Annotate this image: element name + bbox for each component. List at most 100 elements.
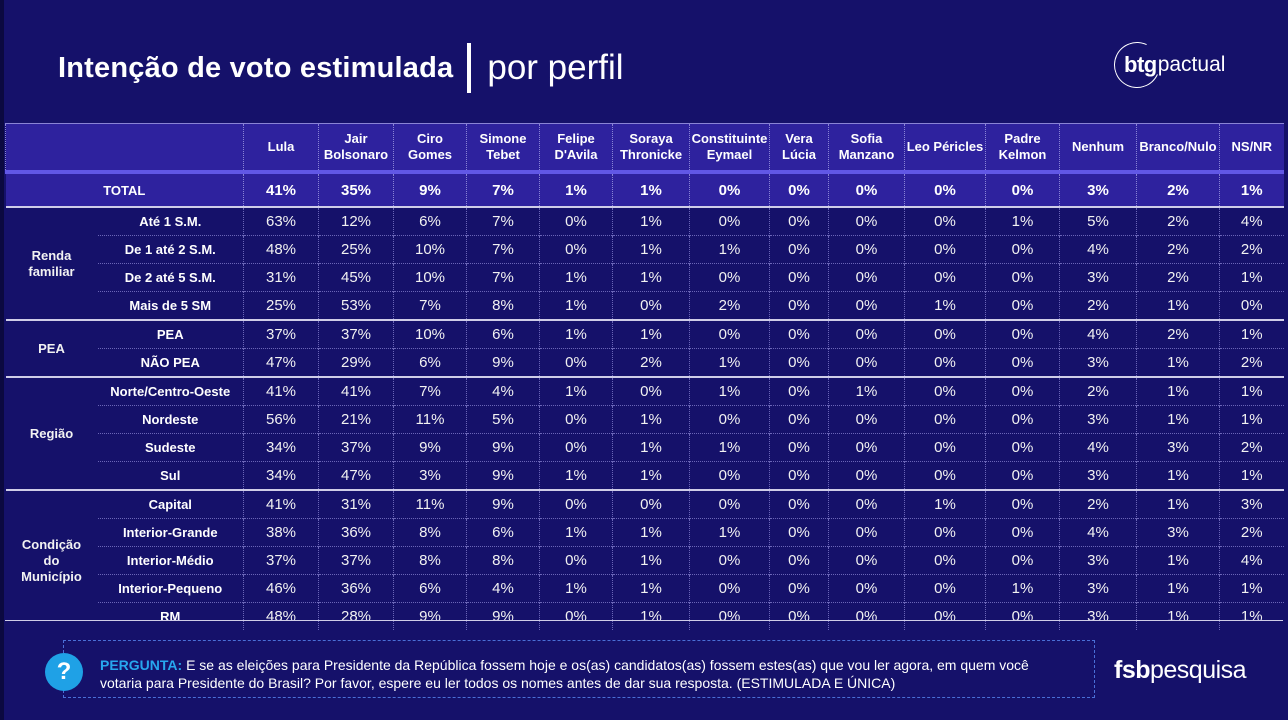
group-label: Região [5,376,98,490]
value-cell: 53% [318,291,394,320]
question-text: PERGUNTA: E se as eleições para Presiden… [100,656,1060,692]
btg-pactual-logo: btg pactual [1107,35,1225,95]
value-cell: 1% [1136,291,1220,320]
value-cell: 0% [539,546,613,575]
value-cell: 0% [985,235,1060,264]
value-cell: 2% [1059,489,1137,519]
total-value-cell: 0% [985,170,1060,207]
value-cell: 36% [318,518,394,547]
value-cell: 4% [1059,235,1137,264]
value-cell: 1% [1136,489,1220,519]
value-cell: 0% [828,574,905,603]
value-cell: 2% [1136,263,1220,292]
candidate-header: Padre Kelmon [985,123,1060,172]
group-label: Condição do Município [5,489,98,630]
candidate-header: Soraya Thronicke [612,123,690,172]
value-cell: 4% [466,376,540,406]
value-cell: 10% [393,235,467,264]
value-cell: 2% [1219,235,1284,264]
candidate-header: NS/NR [1219,123,1284,172]
table-row: Região Norte/Centro-Oeste 41% 41% 7% 4% 1% 0% 1%… [5,376,1284,490]
value-cell: 25% [318,235,394,264]
fsb-logo-light: pesquisa [1150,656,1247,684]
value-cell: 1% [612,206,690,236]
total-value-cell: 0% [689,170,770,207]
value-cell: 10% [393,319,467,349]
value-cell: 8% [466,546,540,575]
value-cell: 0% [985,546,1060,575]
table-row: Interior-Pequeno 46% 36% 6% 4% 1% 1% 0% 0% 0% 0% 1%… [6,574,1284,603]
value-cell: 4% [1219,206,1284,236]
value-cell: 0% [769,206,829,236]
header-corner-left [5,123,98,172]
value-cell: 0% [904,433,986,462]
value-cell: 38% [243,518,319,547]
fsb-logo-bold: fsb [1114,656,1151,684]
value-cell: 25% [243,291,319,320]
total-value-cell: 41% [243,170,319,207]
value-cell: 10% [393,263,467,292]
value-cell: 1% [539,376,613,406]
value-cell: 0% [985,405,1060,434]
value-cell: 0% [828,291,905,320]
value-cell: 46% [243,574,319,603]
value-cell: 3% [1059,574,1137,603]
value-cell: 0% [828,348,905,377]
value-cell: 0% [828,518,905,547]
candidate-header: Jair Bolsonaro [318,123,394,172]
value-cell: 1% [689,235,770,264]
candidate-header: Felipe D'Avila [539,123,613,172]
value-cell: 2% [612,348,690,377]
table-row: Sudeste 34% 37% 9% 9% 0% 1% 1% 0% 0% 0% 0% 4% 3% 2% [6,433,1284,462]
title-separator [467,43,472,93]
value-cell: 37% [318,319,394,349]
value-cell: 1% [1136,546,1220,575]
value-cell: 1% [612,518,690,547]
value-cell: 0% [689,574,770,603]
total-value-cell: 1% [539,170,613,207]
page-subtitle: por perfil [487,48,624,87]
value-cell: 9% [466,433,540,462]
value-cell: 0% [612,489,690,519]
table-row: Nordeste 56% 21% 11% 5% 0% 1% 0% 0% 0% 0% 0% 3% 1% 1% [6,405,1284,434]
value-cell: 1% [539,574,613,603]
value-cell: 1% [539,319,613,349]
value-cell: 0% [985,291,1060,320]
header-corner-right [97,123,244,172]
value-cell: 31% [243,263,319,292]
value-cell: 0% [689,263,770,292]
value-cell: 1% [1136,602,1220,630]
value-cell: 1% [612,461,690,490]
value-cell: 1% [689,348,770,377]
candidate-header: Sofia Manzano [828,123,905,172]
value-cell: 12% [318,206,394,236]
value-cell: 0% [539,489,613,519]
value-cell: 47% [243,348,319,377]
value-cell: 6% [393,206,467,236]
value-cell: 0% [769,433,829,462]
value-cell: 6% [393,348,467,377]
total-value-cell: 1% [612,170,690,207]
value-cell: 0% [539,405,613,434]
row-label: De 1 até 2 S.M. [97,235,244,264]
value-cell: 7% [466,235,540,264]
value-cell: 0% [689,405,770,434]
value-cell: 11% [393,489,467,519]
table-row: Mais de 5 SM 25% 53% 7% 8% 1% 0% 2% 0% 0% 1% 0% 2% 1%… [6,291,1284,320]
value-cell: 1% [539,263,613,292]
total-value-cell: 2% [1136,170,1220,207]
value-cell: 0% [689,489,770,519]
table-row: Sul 34% 47% 3% 9% 1% 1% 0% 0% 0% 0% 0% 3% 1% 1% [6,461,1284,490]
table-row: RM 48% 28% 9% 9% 0% 1% 0% 0% 0% 0% 0% 3% 1% 1% [6,602,1284,630]
value-cell: 0% [1219,291,1284,320]
value-cell: 0% [904,376,986,406]
value-cell: 1% [1219,574,1284,603]
value-cell: 0% [769,546,829,575]
value-cell: 1% [539,291,613,320]
value-cell: 1% [1219,405,1284,434]
value-cell: 1% [1219,263,1284,292]
value-cell: 0% [985,489,1060,519]
value-cell: 0% [828,489,905,519]
candidate-header: Ciro Gomes [393,123,467,172]
btg-logo-bold: btg [1124,52,1157,77]
